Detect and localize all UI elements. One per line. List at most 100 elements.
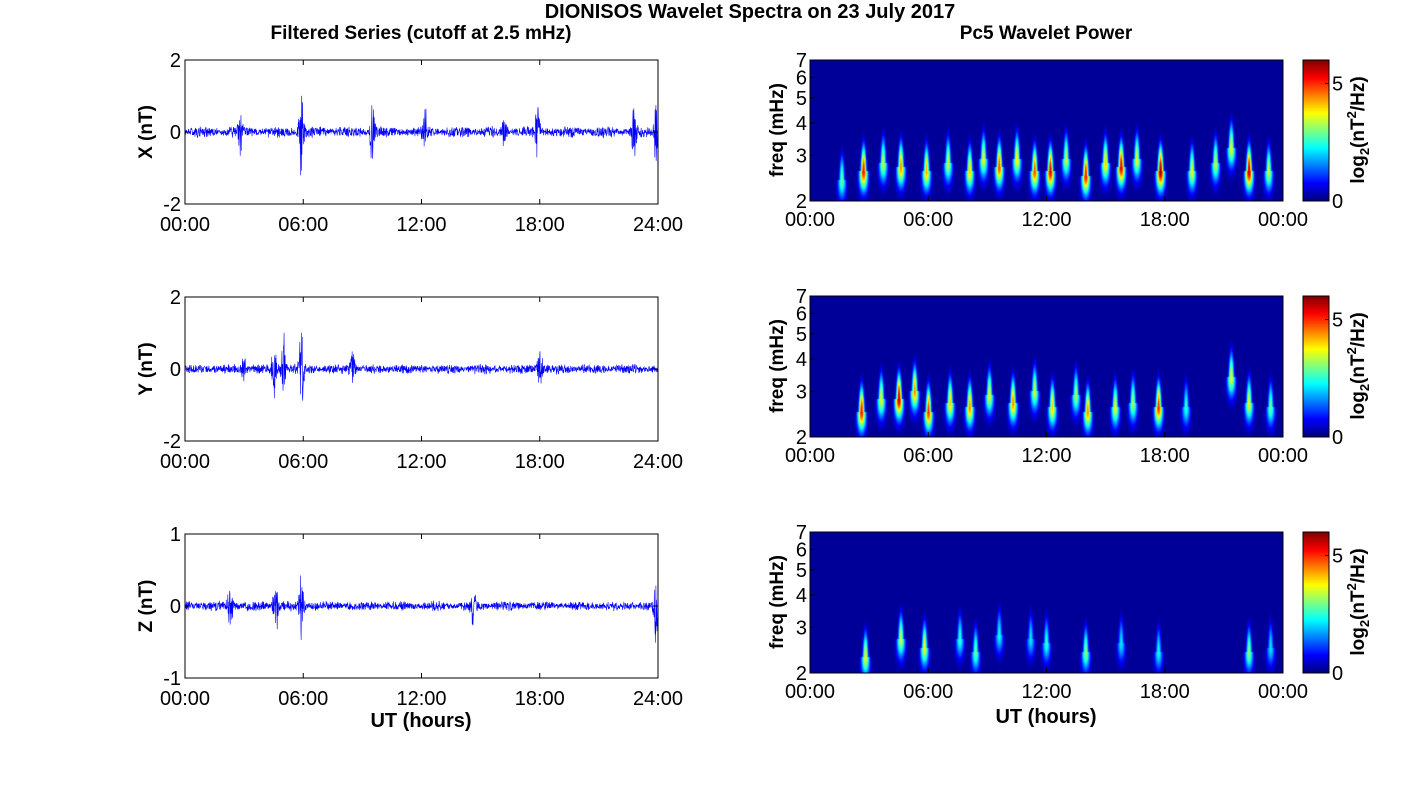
x-spectrum-x-tick-label: 00:00 bbox=[785, 209, 835, 231]
left-column-title: Filtered Series (cutoff at 2.5 mHz) bbox=[271, 23, 572, 44]
x-series-y-tick-label: -2 bbox=[163, 194, 181, 216]
x-series-y-tick-label: 2 bbox=[170, 50, 181, 72]
y-series-y-label: Y (nT) bbox=[136, 342, 157, 395]
x-series-y-tick-label: 0 bbox=[170, 122, 181, 144]
y-series-x-tick-label: 00:00 bbox=[160, 451, 210, 473]
z-spectrum-x-tick-label: 18:00 bbox=[1140, 681, 1190, 703]
x-spectrum-y-tick-label: 6 bbox=[796, 67, 807, 89]
z-spectrum-colorbar-tick-label: 5 bbox=[1332, 546, 1343, 568]
x-spectrum-colorbar-tick-label: 0 bbox=[1332, 191, 1343, 213]
x-spectrum-x-tick-label: 00:00 bbox=[1258, 209, 1308, 231]
z-spectrum-y-tick-label: 3 bbox=[796, 617, 807, 639]
z-series-x-label: UT (hours) bbox=[370, 710, 471, 732]
z-series-x-ticks: 00:00 06:00 12:00 18:00 24:00 bbox=[160, 534, 683, 710]
x-series-x-tick-label: 12:00 bbox=[396, 214, 446, 236]
y-spectrum-colorbar-tick-label: 0 bbox=[1332, 427, 1343, 449]
x-spectrum-heatmap bbox=[810, 60, 1283, 201]
figure-title: DIONISOS Wavelet Spectra on 23 July 2017 bbox=[545, 1, 956, 23]
x-spectrum-x-tick-label: 18:00 bbox=[1140, 209, 1190, 231]
x-spectrum-x-tick-label: 06:00 bbox=[903, 209, 953, 231]
z-spectrum-y-tick-label: 5 bbox=[796, 560, 807, 582]
x-spectrum-colorbar-label: log2(nT2/Hz) bbox=[1344, 76, 1372, 183]
z-series-trace bbox=[184, 575, 659, 643]
y-spectrum-y-tick-label: 5 bbox=[796, 324, 807, 346]
x-spectrum-colorbar-box bbox=[1302, 59, 1330, 202]
y-series-x-tick-label: 18:00 bbox=[515, 451, 565, 473]
y-spectrum-y-ticks: 2 3 4 567 bbox=[796, 286, 815, 449]
x-spectrum-y-ticks: 2 3 4 567 bbox=[796, 50, 815, 213]
z-series-y-ticks: -1 0 1 bbox=[163, 524, 658, 690]
y-spectrum-y-tick-label: 2 bbox=[796, 427, 807, 449]
z-series-y-tick-label: -1 bbox=[163, 668, 181, 690]
z-spectrum-y-tick-label: 6 bbox=[796, 539, 807, 561]
y-series-line bbox=[184, 332, 659, 401]
z-series-x-tick-label: 00:00 bbox=[160, 688, 210, 710]
y-spectrum-colorbar bbox=[1303, 296, 1329, 437]
z-spectrum-y-label: freq (mHz) bbox=[767, 555, 788, 649]
y-spectrum-x-tick-label: 12:00 bbox=[1021, 445, 1071, 467]
y-spectrum-heatmap bbox=[810, 296, 1283, 437]
x-spectrum-colorbar-tick-label: 5 bbox=[1332, 74, 1343, 96]
y-series-y-tick-label: -2 bbox=[163, 431, 181, 453]
z-series-y-tick-label: 0 bbox=[170, 596, 181, 618]
z-series-line bbox=[184, 575, 659, 643]
y-series-y-tick-label: 0 bbox=[170, 359, 181, 381]
z-spectrum-y-tick-label: 4 bbox=[796, 585, 807, 607]
x-spectrum-colorbar bbox=[1303, 60, 1329, 201]
z-series-y-label: Z (nT) bbox=[136, 580, 157, 633]
z-series-x-tick-label: 06:00 bbox=[278, 688, 328, 710]
y-series-trace bbox=[184, 332, 659, 401]
y-spectrum-x-tick-label: 00:00 bbox=[1258, 445, 1308, 467]
x-spectrum-y-tick-label: 7 bbox=[796, 50, 807, 72]
y-series-x-tick-label: 06:00 bbox=[278, 451, 328, 473]
z-series-x-tick-label: 12:00 bbox=[396, 688, 446, 710]
x-spectrum-y-tick-label: 4 bbox=[796, 113, 807, 135]
z-series-x-tick-label: 24:00 bbox=[633, 688, 683, 710]
x-series-y-label: X (nT) bbox=[136, 105, 157, 159]
x-series-x-tick-label: 00:00 bbox=[160, 214, 210, 236]
y-series-y-ticks: -2 0 2 bbox=[163, 287, 658, 453]
x-spectrum-y-tick-label: 5 bbox=[796, 88, 807, 110]
y-series-x-tick-label: 24:00 bbox=[633, 451, 683, 473]
y-spectrum-y-tick-label: 6 bbox=[796, 303, 807, 325]
z-spectrum-colorbar-box bbox=[1302, 531, 1330, 674]
z-spectrum-x-tick-label: 12:00 bbox=[1021, 681, 1071, 703]
y-spectrum-y-tick-label: 3 bbox=[796, 381, 807, 403]
y-series-panel: -2 0 2 00:00 06:00 12:00 18:00 24:00 Y (nT) bbox=[136, 287, 683, 473]
x-spectrum-y-tick-label: 3 bbox=[796, 145, 807, 167]
z-series-y-tick-label: 1 bbox=[170, 524, 181, 546]
y-series-y-tick-label: 2 bbox=[170, 287, 181, 309]
x-spectrum-y-label: freq (mHz) bbox=[767, 83, 788, 177]
x-spectrum-colorbar-ticks: 05 bbox=[1325, 74, 1343, 213]
y-spectrum-colorbar-ticks: 05 bbox=[1325, 310, 1343, 449]
y-spectrum-y-tick-label: 7 bbox=[796, 286, 807, 308]
y-spectrum-x-ticks: 00:00 06:00 12:00 18:00 00:00 bbox=[785, 432, 1308, 467]
z-series-x-tick-label: 18:00 bbox=[515, 688, 565, 710]
z-spectrum-x-label: UT (hours) bbox=[995, 706, 1096, 728]
y-spectrum-colorbar-tick-label: 5 bbox=[1332, 310, 1343, 332]
right-column-title: Pc5 Wavelet Power bbox=[960, 23, 1133, 44]
z-spectrum-x-tick-label: 00:00 bbox=[1258, 681, 1308, 703]
y-spectrum-y-tick-label: 4 bbox=[796, 349, 807, 371]
z-spectrum-y-ticks: 2 3 4 567 bbox=[796, 522, 815, 685]
x-spectrum-x-tick-label: 12:00 bbox=[1021, 209, 1071, 231]
x-spectrum-x-ticks: 00:00 06:00 12:00 18:00 00:00 bbox=[785, 196, 1308, 231]
z-spectrum-heatmap bbox=[810, 532, 1283, 673]
z-spectrum-colorbar bbox=[1303, 532, 1329, 673]
y-spectrum-x-tick-label: 00:00 bbox=[785, 445, 835, 467]
x-series-line bbox=[184, 95, 659, 176]
z-spectrum-colorbar-tick-label: 0 bbox=[1332, 663, 1343, 685]
z-spectrum-x-tick-label: 06:00 bbox=[903, 681, 953, 703]
x-series-x-ticks: 00:00 06:00 12:00 18:00 24:00 bbox=[160, 60, 683, 236]
z-spectrum-y-tick-label: 7 bbox=[796, 522, 807, 544]
x-spectrum-y-tick-label: 2 bbox=[796, 191, 807, 213]
y-spectrum-colorbar-box bbox=[1302, 295, 1330, 438]
x-series-x-tick-label: 06:00 bbox=[278, 214, 328, 236]
z-spectrum-y-tick-label: 2 bbox=[796, 663, 807, 685]
y-spectrum-x-tick-label: 18:00 bbox=[1140, 445, 1190, 467]
x-series-x-tick-label: 24:00 bbox=[633, 214, 683, 236]
